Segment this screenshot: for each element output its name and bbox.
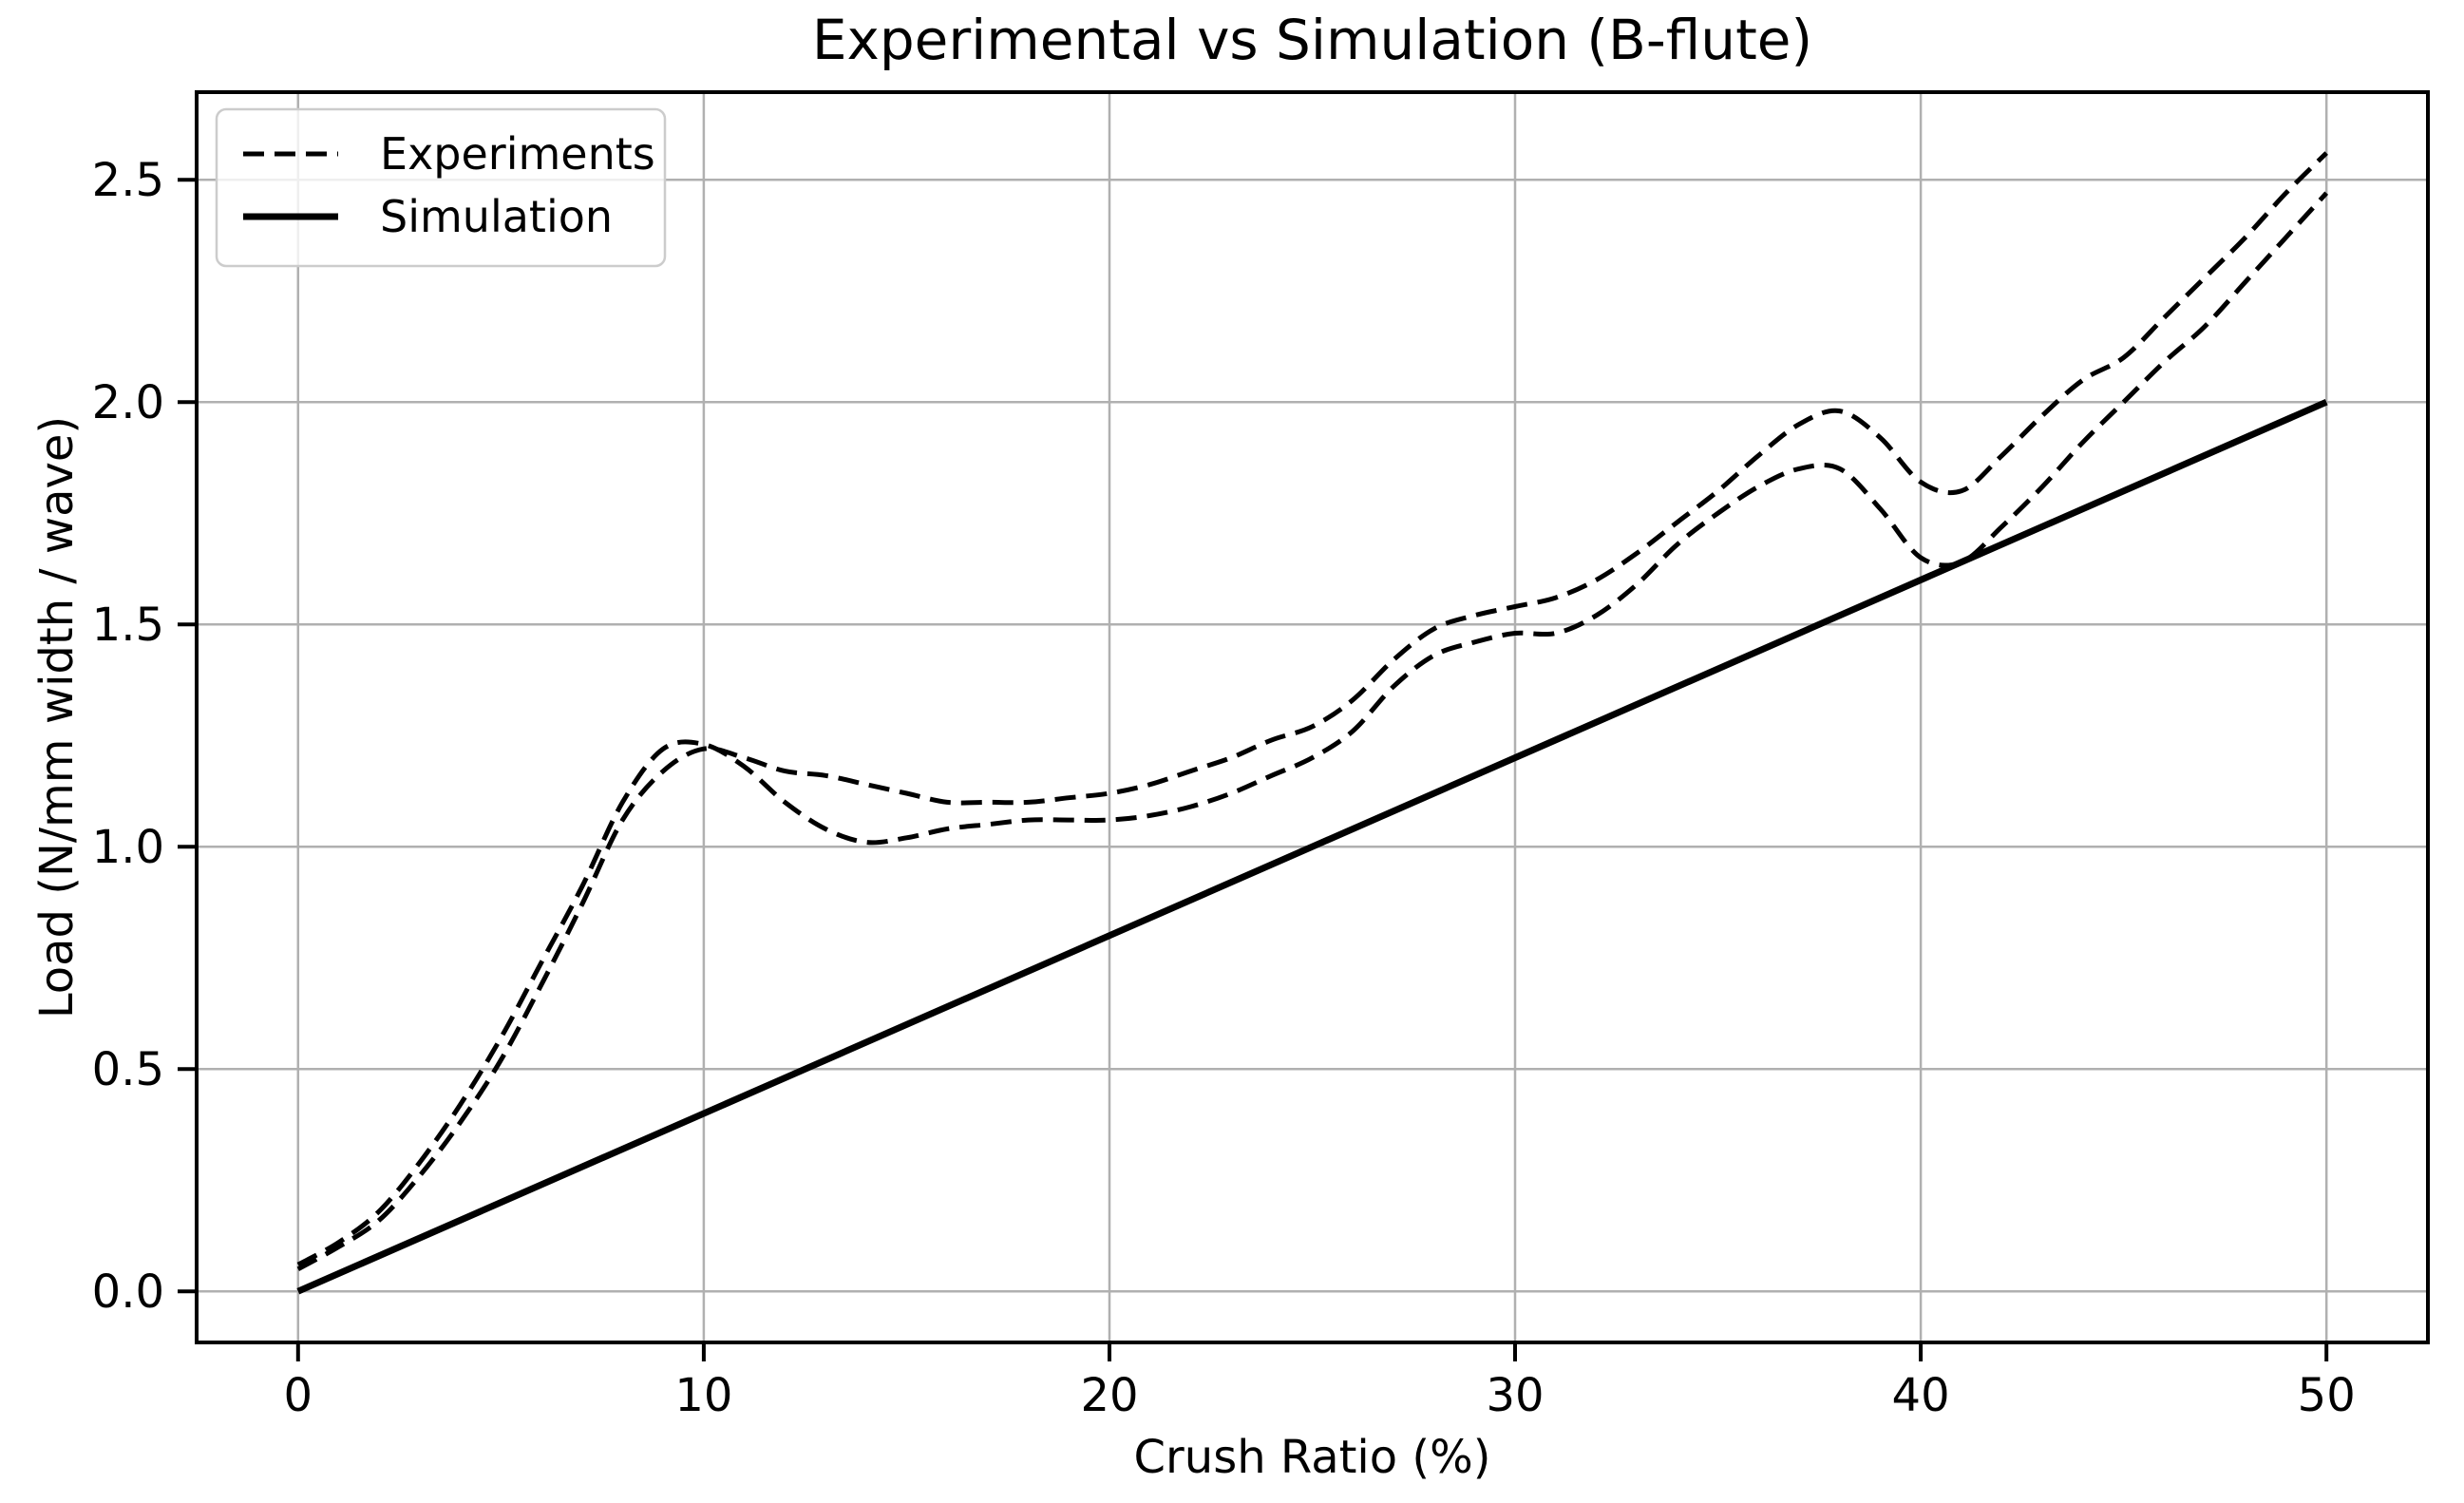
x-tick-label: 50 xyxy=(2298,1369,2356,1422)
y-tick-label: 1.5 xyxy=(92,599,164,652)
y-tick-label: 2.5 xyxy=(92,154,164,207)
y-axis-label: Load (N/mm width / wave) xyxy=(30,415,84,1019)
x-tick-label: 40 xyxy=(1892,1369,1950,1422)
legend-box xyxy=(215,107,667,268)
y-tick-label: 1.0 xyxy=(92,821,164,874)
x-tick-label: 30 xyxy=(1486,1369,1544,1422)
y-tick-label: 2.0 xyxy=(92,376,164,429)
x-tick-label: 20 xyxy=(1080,1369,1138,1422)
legend-label: Simulation xyxy=(380,191,613,242)
chart-title: Experimental vs Simulation (B-flute) xyxy=(811,8,1813,72)
legend: Experiments Simulation xyxy=(215,107,667,268)
x-axis-label: Crush Ratio (%) xyxy=(1133,1431,1491,1484)
experiments-run-2-line xyxy=(296,151,2328,1271)
simulation-line xyxy=(296,398,2328,1295)
y-tick-label: 0.5 xyxy=(92,1043,164,1096)
x-tick-label: 0 xyxy=(284,1369,313,1422)
series-lines xyxy=(296,151,2329,1295)
axis-ticks xyxy=(178,178,2329,1361)
y-tick-label: 0.0 xyxy=(92,1265,164,1319)
x-tick-label: 10 xyxy=(674,1369,732,1422)
legend-label: Experiments xyxy=(380,128,655,180)
plot-area-border xyxy=(195,90,2430,1344)
experiments-run-1-line xyxy=(296,191,2329,1267)
grid-lines xyxy=(197,92,2428,1342)
tick-labels: 0 10 20 30 40 50 0.0 0.5 1.0 1.5 2.0 2.5 xyxy=(92,154,2356,1422)
